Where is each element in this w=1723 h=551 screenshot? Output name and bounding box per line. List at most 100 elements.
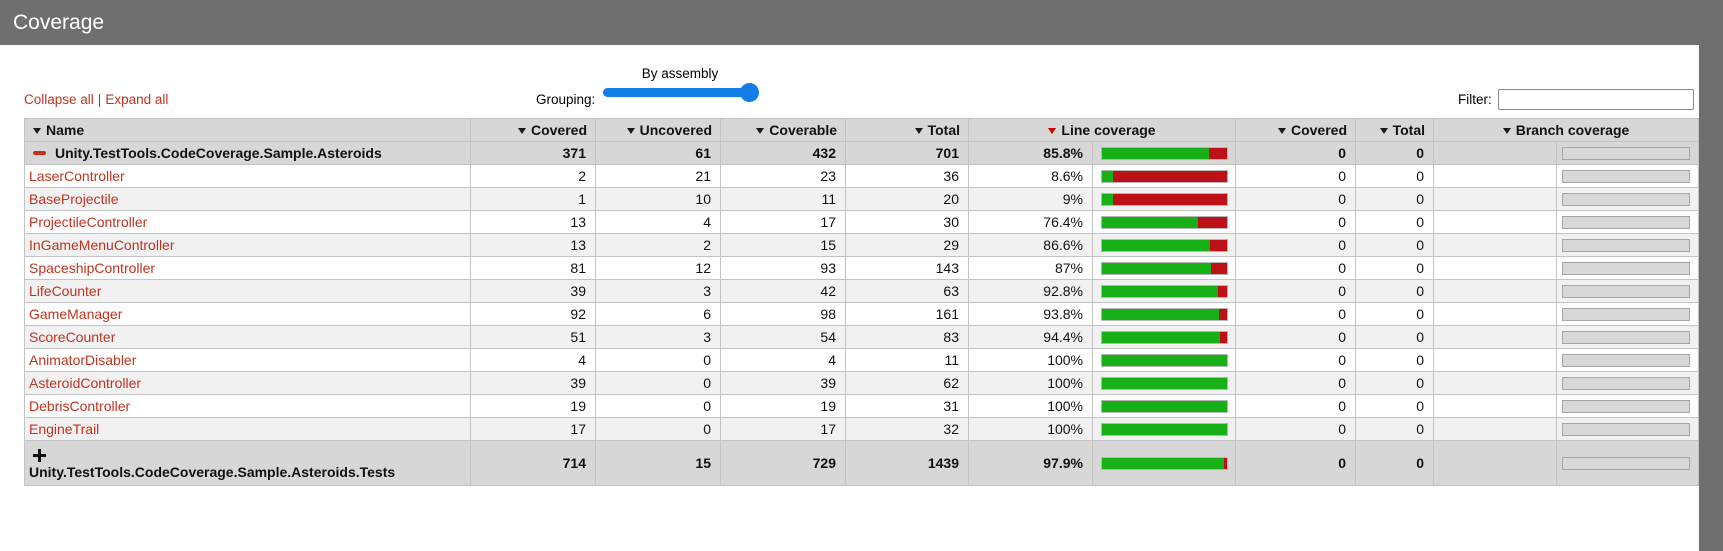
covered-cell: 92 [470, 302, 596, 326]
class-link[interactable]: AsteroidController [29, 375, 142, 391]
branch-coverage-bar-cell [1555, 141, 1700, 165]
header-line-coverage[interactable]: Line coverage [968, 118, 1236, 142]
branch-total-cell: 0 [1355, 187, 1434, 211]
line-coverage-bar-cell [1092, 394, 1236, 418]
branch-coverage-bar [1562, 353, 1690, 367]
title-bar: Coverage [0, 0, 1723, 45]
line-coverage-bar [1101, 284, 1228, 298]
branch-covered-cell: 0 [1235, 371, 1356, 395]
branch-coverage-bar [1562, 215, 1690, 229]
branch-coverage-bar [1562, 238, 1690, 252]
total-cell: 701 [845, 141, 969, 165]
branch-coverage-pct [1433, 256, 1557, 280]
class-link[interactable]: SpaceshipController [29, 260, 156, 276]
branch-coverage-bar [1562, 399, 1690, 413]
total-cell: 20 [845, 187, 969, 211]
line-coverage-bar-cell [1092, 325, 1236, 349]
line-coverage-pct: 100% [968, 417, 1093, 441]
class-link[interactable]: BaseProjectile [29, 191, 119, 207]
class-row: ProjectileController 13 4 17 30 76.4% 0 0 [24, 210, 1700, 234]
header-covered[interactable]: Covered [470, 118, 596, 142]
grouping-slider[interactable] [603, 83, 759, 102]
plus-icon[interactable] [33, 448, 46, 462]
class-link[interactable]: GameManager [29, 306, 123, 322]
coverable-cell: 54 [720, 325, 846, 349]
branch-coverage-bar-cell [1555, 348, 1700, 372]
branch-coverage-bar [1562, 284, 1690, 298]
line-coverage-pct: 100% [968, 348, 1093, 372]
line-coverage-bar [1101, 307, 1228, 321]
line-coverage-bar [1101, 422, 1228, 436]
minus-icon[interactable] [33, 150, 46, 155]
class-link[interactable]: InGameMenuController [29, 237, 175, 253]
branch-covered-cell: 0 [1235, 302, 1356, 326]
name-cell: LaserController [24, 164, 471, 188]
branch-coverage-bar [1562, 261, 1690, 275]
branch-coverage-bar [1562, 146, 1690, 160]
header-branch-covered[interactable]: Covered [1235, 118, 1356, 142]
branch-covered-cell: 0 [1235, 348, 1356, 372]
header-coverable[interactable]: Coverable [720, 118, 846, 142]
branch-total-cell: 0 [1355, 141, 1434, 165]
line-coverage-bar-cell [1092, 348, 1236, 372]
line-coverage-bar [1101, 215, 1228, 229]
branch-coverage-bar-cell [1555, 164, 1700, 188]
name-cell: GameManager [24, 302, 471, 326]
total-cell: 143 [845, 256, 969, 280]
header-name[interactable]: Name [24, 118, 471, 142]
class-row: AsteroidController 39 0 39 62 100% 0 0 [24, 371, 1700, 395]
header-uncovered[interactable]: Uncovered [595, 118, 721, 142]
class-row: InGameMenuController 13 2 15 29 86.6% 0 0 [24, 233, 1700, 257]
branch-covered-cell: 0 [1235, 164, 1356, 188]
assembly-row[interactable]: Unity.TestTools.CodeCoverage.Sample.Aste… [24, 141, 1700, 165]
name-cell: Unity.TestTools.CodeCoverage.Sample.Aste… [24, 141, 471, 165]
covered-cell: 17 [470, 417, 596, 441]
branch-covered-cell: 0 [1235, 394, 1356, 418]
line-coverage-bar-fill [1102, 285, 1218, 297]
class-row: DebrisController 19 0 19 31 100% 0 0 [24, 394, 1700, 418]
name-cell: ScoreCounter [24, 325, 471, 349]
class-link[interactable]: ScoreCounter [29, 329, 116, 345]
branch-total-cell: 0 [1355, 210, 1434, 234]
sort-desc-icon [33, 128, 41, 134]
class-link[interactable]: EngineTrail [29, 421, 100, 437]
assembly-row[interactable]: Unity.TestTools.CodeCoverage.Sample.Aste… [24, 440, 1700, 486]
covered-cell: 51 [470, 325, 596, 349]
class-link[interactable]: DebrisController [29, 398, 131, 414]
total-cell: 1439 [845, 440, 969, 486]
branch-coverage-bar-cell [1555, 325, 1700, 349]
total-cell: 32 [845, 417, 969, 441]
header-total[interactable]: Total [845, 118, 969, 142]
branch-coverage-bar-cell [1555, 210, 1700, 234]
filter-input[interactable] [1498, 89, 1694, 110]
class-row: ScoreCounter 51 3 54 83 94.4% 0 0 [24, 325, 1700, 349]
branch-coverage-pct [1433, 164, 1557, 188]
grouping-slider-thumb[interactable] [740, 83, 759, 102]
total-cell: 83 [845, 325, 969, 349]
branch-covered-cell: 0 [1235, 325, 1356, 349]
line-coverage-bar [1101, 330, 1228, 344]
branch-total-cell: 0 [1355, 302, 1434, 326]
branch-coverage-bar [1562, 456, 1690, 470]
line-coverage-bar [1101, 376, 1228, 390]
expand-all-link[interactable]: Expand all [105, 92, 169, 107]
class-link[interactable]: AnimatorDisabler [29, 352, 137, 368]
class-link[interactable]: LaserController [29, 168, 125, 184]
uncovered-cell: 2 [595, 233, 721, 257]
branch-covered-cell: 0 [1235, 279, 1356, 303]
line-coverage-bar [1101, 146, 1228, 160]
uncovered-cell: 21 [595, 164, 721, 188]
header-branch-total[interactable]: Total [1355, 118, 1434, 142]
class-link[interactable]: ProjectileController [29, 214, 148, 230]
uncovered-cell: 3 [595, 279, 721, 303]
header-branch-coverage[interactable]: Branch coverage [1432, 118, 1700, 142]
branch-coverage-bar [1562, 169, 1690, 183]
branch-coverage-bar-cell [1555, 233, 1700, 257]
class-link[interactable]: LifeCounter [29, 283, 102, 299]
line-coverage-bar-fill [1102, 239, 1211, 251]
collapse-all-link[interactable]: Collapse all [24, 92, 94, 107]
coverable-cell: 19 [720, 394, 846, 418]
branch-total-cell: 0 [1355, 164, 1434, 188]
total-cell: 63 [845, 279, 969, 303]
covered-cell: 2 [470, 164, 596, 188]
